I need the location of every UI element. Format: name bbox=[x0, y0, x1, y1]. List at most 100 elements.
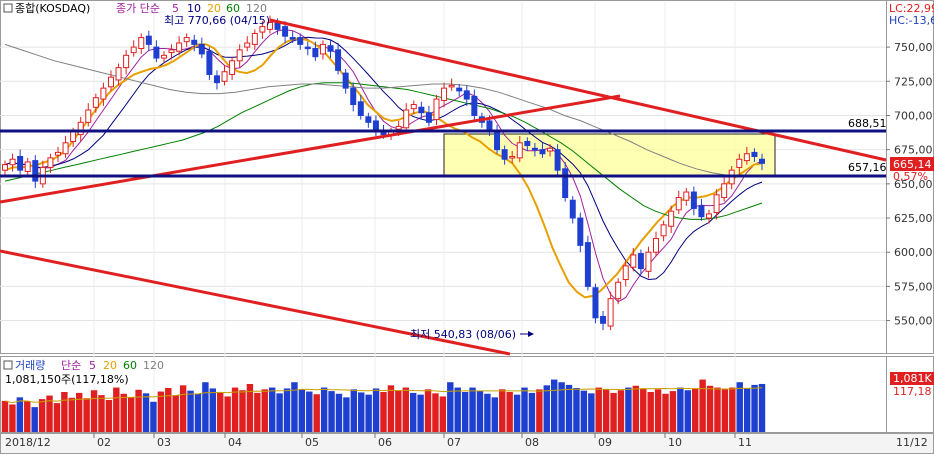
candle-body bbox=[236, 49, 243, 62]
volume-bar bbox=[573, 388, 580, 432]
volume-bar bbox=[654, 389, 662, 432]
volume-bar bbox=[684, 390, 691, 432]
x-tick-label: 02 bbox=[97, 436, 111, 449]
ma-60-line bbox=[4, 82, 763, 220]
volume-bar bbox=[743, 388, 751, 432]
ma-period-5: 5 bbox=[172, 2, 179, 15]
candle-body bbox=[547, 147, 554, 152]
volume-bar bbox=[142, 393, 150, 432]
current-volume-badge bbox=[890, 372, 934, 385]
price-tick-label: 600,00 bbox=[894, 246, 933, 259]
volume-bar bbox=[335, 393, 343, 432]
candle-body bbox=[539, 149, 546, 155]
candle-body bbox=[92, 97, 99, 108]
volume-bar bbox=[365, 394, 372, 432]
x-tick-label: 11 bbox=[738, 436, 752, 449]
volume-bar bbox=[165, 388, 172, 432]
candle-body bbox=[198, 43, 205, 55]
x-tick-label: 08 bbox=[525, 436, 539, 449]
candle-body bbox=[721, 183, 728, 199]
candle-body bbox=[372, 120, 379, 130]
candle-body bbox=[9, 158, 16, 166]
volume-bar bbox=[506, 392, 513, 432]
volume-ma-line bbox=[4, 387, 763, 404]
volume-bar bbox=[46, 395, 53, 432]
change-label: 0,57% bbox=[893, 170, 928, 183]
volume-bar bbox=[90, 390, 98, 432]
price-tick-label: 575,00 bbox=[894, 280, 933, 293]
volume-bar bbox=[291, 382, 298, 432]
volume-bar bbox=[1, 400, 9, 432]
volume-bar bbox=[53, 403, 61, 432]
ma-period-60: 60 bbox=[226, 2, 240, 15]
volume-bar bbox=[76, 392, 83, 432]
candle-body bbox=[584, 242, 591, 287]
volume-bar bbox=[157, 391, 165, 432]
volume-bar bbox=[343, 397, 350, 432]
candle-body bbox=[660, 224, 667, 237]
x-tick-label: 09 bbox=[598, 436, 612, 449]
candle-body bbox=[683, 191, 690, 201]
volume-bar bbox=[150, 401, 157, 432]
volume-bar bbox=[550, 379, 558, 432]
candle-body bbox=[395, 125, 402, 130]
lc-label: LC:22,99 bbox=[889, 2, 934, 15]
volume-bars bbox=[1, 379, 766, 432]
price-tick-label: 550,00 bbox=[894, 315, 933, 328]
candle-body bbox=[229, 60, 236, 75]
volume-bar bbox=[602, 389, 610, 432]
candle-body bbox=[494, 131, 501, 151]
volume-ma-period-20: 20 bbox=[103, 359, 117, 372]
candle-body bbox=[509, 155, 516, 159]
candle-body bbox=[706, 213, 713, 219]
trendline-uptrend-lower bbox=[0, 94, 621, 204]
candle-body bbox=[736, 158, 743, 168]
candle-body bbox=[24, 161, 31, 173]
candle-body bbox=[622, 265, 629, 281]
volume-bar bbox=[194, 393, 202, 432]
volume-legend-icon bbox=[3, 360, 13, 370]
volume-bar bbox=[387, 385, 395, 432]
x-axis-ticks: 2018/12 02 03 04 05 06 07 08 09 10 11 11/12 bbox=[5, 433, 928, 449]
volume-bar bbox=[669, 391, 677, 432]
volume-bar bbox=[513, 394, 521, 432]
ma-20-line bbox=[4, 37, 763, 299]
volume-bar bbox=[647, 392, 654, 432]
candle-body bbox=[168, 49, 175, 54]
candle-body bbox=[327, 45, 334, 52]
x-tick-label: 2018/12 bbox=[5, 436, 51, 449]
volume-bar bbox=[706, 385, 714, 432]
month-gridlines bbox=[93, 2, 736, 432]
volume-bar bbox=[283, 388, 291, 432]
moving-average-lines bbox=[4, 29, 763, 303]
volume-bar bbox=[736, 382, 743, 432]
candle-body bbox=[463, 90, 470, 100]
volume-bar bbox=[187, 390, 194, 432]
volume-bar bbox=[521, 387, 528, 432]
volume-bar bbox=[632, 385, 640, 432]
candle-body bbox=[304, 46, 311, 50]
x-axis-strip bbox=[0, 433, 934, 454]
current-price-label: 665,14 bbox=[893, 158, 932, 171]
volume-bar bbox=[217, 392, 224, 432]
hc-label: HC:-13,6 bbox=[889, 14, 934, 27]
candle-body bbox=[441, 87, 448, 101]
volume-bar bbox=[476, 390, 484, 432]
price-axis-frame bbox=[886, 0, 934, 354]
volume-bar bbox=[120, 393, 127, 432]
candle-body bbox=[501, 149, 508, 160]
volume-title: 거래량 bbox=[15, 359, 45, 372]
candle-body bbox=[713, 194, 720, 214]
ma-5-line bbox=[4, 29, 763, 303]
volume-bar bbox=[543, 385, 550, 432]
candle-body bbox=[554, 149, 561, 171]
ma-period-20: 20 bbox=[207, 2, 221, 15]
volume-bar bbox=[298, 389, 306, 432]
candle-body bbox=[2, 164, 8, 171]
volume-bar bbox=[113, 387, 120, 432]
candle-body bbox=[77, 121, 84, 136]
candle-body bbox=[698, 205, 705, 218]
candle-body bbox=[266, 22, 273, 30]
volume-bar bbox=[350, 389, 358, 432]
volume-readout: 1,081,150주(117,18%) bbox=[5, 373, 129, 386]
